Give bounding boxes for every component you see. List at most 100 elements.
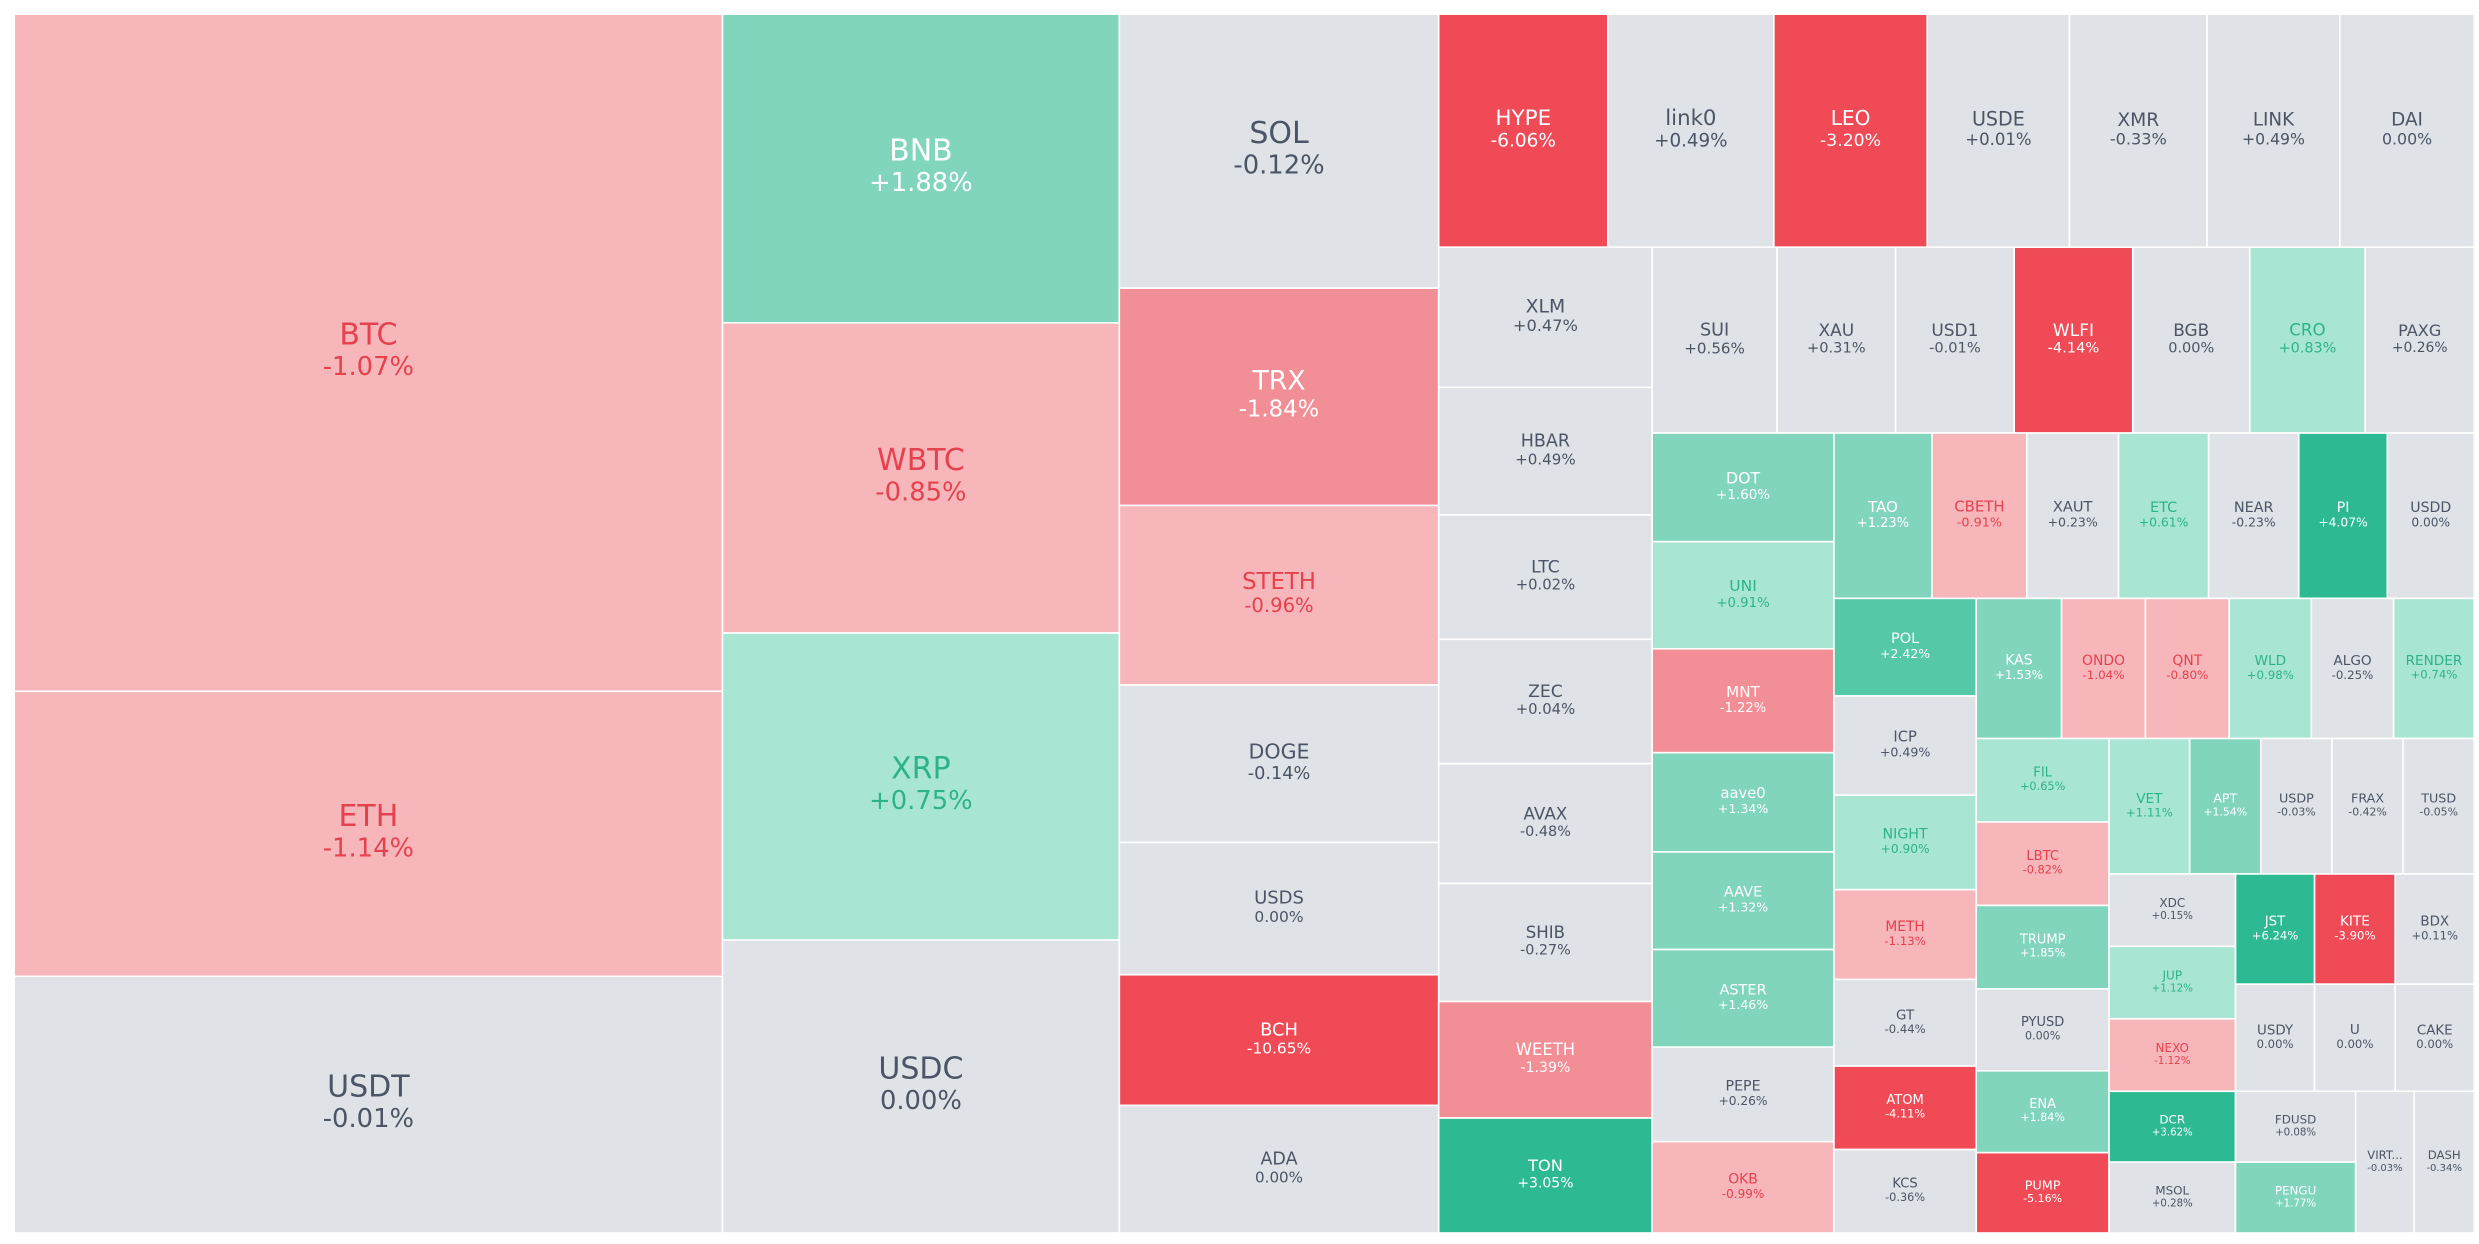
- tile: [2386, 432, 2476, 600]
- tile-name: CRO: [2289, 319, 2325, 339]
- tile-change: -1.14%: [323, 833, 414, 863]
- tile-change: +0.49%: [1515, 450, 1576, 468]
- tile: [1118, 504, 1440, 686]
- tile-name: NIGHT: [1883, 827, 1928, 843]
- tile-change: +0.90%: [1881, 842, 1930, 856]
- tile-name: DAI: [2391, 110, 2423, 131]
- tile: [2297, 432, 2389, 600]
- tile-change: +2.42%: [1880, 646, 1930, 661]
- tile-name: USDS: [1254, 888, 1304, 909]
- tile: [2108, 1161, 2237, 1234]
- tile: [1607, 13, 1775, 249]
- tile-change: +0.31%: [1807, 340, 1866, 357]
- tile-name: ETC: [2150, 500, 2177, 516]
- tile-change: -0.01%: [323, 1104, 414, 1134]
- tile-change: +0.65%: [2020, 780, 2066, 793]
- tile-name: BTC: [339, 318, 397, 353]
- tile-name: CAKE: [2417, 1023, 2453, 1038]
- tile-change: -0.36%: [1885, 1191, 1925, 1204]
- tile: [2108, 873, 2237, 948]
- tile-change: -4.11%: [1885, 1107, 1925, 1120]
- tile: [1437, 1000, 1653, 1119]
- tile-name: DASH: [2428, 1148, 2461, 1162]
- tile-change: -0.80%: [2166, 668, 2208, 682]
- tile-change: +0.26%: [1719, 1094, 1768, 1108]
- tile-change: +0.75%: [869, 786, 973, 816]
- tile: [1437, 1117, 1653, 1234]
- tile-name: MNT: [1726, 683, 1760, 701]
- tile: [2260, 737, 2333, 875]
- tile-name: POL: [1891, 631, 1919, 647]
- tile-change: +0.26%: [2392, 340, 2448, 356]
- tile-change: +4.07%: [2318, 515, 2367, 529]
- tile-change: +0.98%: [2247, 668, 2294, 682]
- tile-change: -0.42%: [2348, 806, 2387, 819]
- tile: [1975, 737, 2110, 823]
- tile-change: +0.28%: [2152, 1198, 2193, 1209]
- tile-change: -0.03%: [2277, 806, 2316, 819]
- tile-change: -0.27%: [1520, 943, 1571, 959]
- tile-name: JUP: [2162, 968, 2183, 982]
- tile-change: +1.12%: [2152, 983, 2194, 995]
- tile-change: +0.11%: [2411, 928, 2458, 942]
- tile-change: -0.12%: [1233, 151, 1324, 181]
- tile-change: +3.05%: [1517, 1176, 1573, 1192]
- tile-name: KCS: [1892, 1177, 1917, 1192]
- tile: [2310, 597, 2395, 740]
- tile-change: 0.00%: [2411, 515, 2450, 529]
- tile-name: PENGU: [2275, 1184, 2317, 1198]
- tile-change: -0.85%: [875, 477, 966, 507]
- tile: [1833, 978, 1978, 1067]
- tile-change: +1.84%: [2020, 1111, 2065, 1124]
- tile-name: TRX: [1252, 366, 1306, 397]
- tile-name: OKB: [1728, 1172, 1758, 1188]
- tile-change: +3.62%: [2152, 1128, 2193, 1139]
- tile-name: ZEC: [1528, 682, 1563, 702]
- tile-name: WBTC: [877, 443, 965, 478]
- tile-name: USDP: [2279, 791, 2314, 806]
- tile: [2188, 737, 2262, 875]
- tile: [1437, 246, 1653, 389]
- tile-name: LEO: [1831, 106, 1871, 130]
- tile: [1926, 13, 2071, 249]
- tile-name: KAS: [2005, 653, 2033, 669]
- tile-change: -0.34%: [2426, 1163, 2462, 1174]
- tile-name: DOT: [1726, 468, 1760, 487]
- tile-name: ONDO: [2082, 653, 2125, 669]
- tile-change: +1.54%: [2203, 806, 2247, 819]
- tile-change: +0.49%: [2242, 129, 2305, 148]
- tile: [1833, 794, 1978, 891]
- tile: [1833, 888, 1978, 981]
- tile-change: +0.01%: [1965, 130, 2031, 149]
- tile-name: JST: [2264, 915, 2286, 930]
- tile: [1651, 751, 1835, 853]
- tile: [2234, 983, 2316, 1093]
- tile-name: PUMP: [2025, 1178, 2061, 1193]
- tile: [1651, 1046, 1835, 1143]
- tile-change: -1.39%: [1520, 1060, 1570, 1076]
- tile: [721, 322, 1121, 634]
- tile-name: WEETH: [1516, 1040, 1575, 1059]
- tile-change: +0.61%: [2139, 514, 2189, 529]
- tile-name: QNT: [2172, 653, 2202, 669]
- tile-change: -10.65%: [1247, 1040, 1311, 1058]
- tile-name: aave0: [1721, 785, 1766, 802]
- tile: [1118, 13, 1440, 289]
- tile-name: link0: [1665, 106, 1716, 131]
- tile-change: -0.05%: [2419, 806, 2458, 819]
- tile-name: ALGO: [2333, 653, 2371, 669]
- tile-change: -0.48%: [1520, 824, 1571, 840]
- tile-name: PI: [2337, 500, 2350, 516]
- tile-name: LBTC: [2026, 849, 2059, 864]
- tile: [2402, 737, 2476, 875]
- tile: [2108, 945, 2237, 1020]
- tile-name: VET: [2136, 791, 2163, 807]
- tile-change: +0.08%: [2275, 1128, 2316, 1139]
- tile-name: PEPE: [1726, 1079, 1761, 1095]
- tile-change: 0.00%: [2168, 341, 2214, 357]
- tile: [1776, 246, 1897, 434]
- tile-change: 0.00%: [2025, 1029, 2060, 1042]
- tile-name: UNI: [1729, 577, 1757, 595]
- tile-name: BCH: [1260, 1019, 1298, 1040]
- tile: [1437, 638, 1653, 765]
